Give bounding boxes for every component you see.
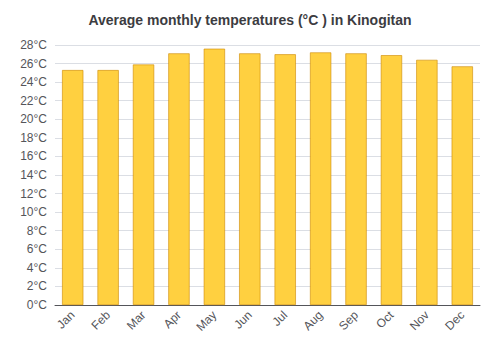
svg-text:Mar: Mar [124, 308, 149, 332]
svg-text:24°C: 24°C [20, 75, 47, 89]
svg-text:Sep: Sep [336, 308, 361, 333]
svg-text:4°C: 4°C [27, 261, 47, 275]
svg-text:18°C: 18°C [20, 131, 47, 145]
svg-text:10°C: 10°C [20, 205, 47, 219]
svg-text:May: May [193, 308, 219, 334]
svg-text:Average monthly temperatures (: Average monthly temperatures (°C ) in Ki… [88, 12, 411, 28]
svg-text:Dec: Dec [442, 308, 467, 333]
svg-text:26°C: 26°C [20, 57, 47, 71]
svg-text:Jan: Jan [54, 308, 78, 332]
svg-text:Jun: Jun [231, 308, 255, 332]
svg-text:16°C: 16°C [20, 149, 47, 163]
svg-text:0°C: 0°C [27, 298, 47, 312]
svg-text:14°C: 14°C [20, 168, 47, 182]
svg-text:Nov: Nov [407, 308, 432, 333]
svg-text:8°C: 8°C [27, 224, 47, 238]
svg-text:Feb: Feb [89, 308, 114, 333]
svg-text:Apr: Apr [161, 308, 184, 331]
svg-text:22°C: 22°C [20, 94, 47, 108]
svg-text:Oct: Oct [373, 308, 397, 332]
svg-text:6°C: 6°C [27, 242, 47, 256]
svg-text:12°C: 12°C [20, 187, 47, 201]
svg-text:Aug: Aug [301, 308, 326, 333]
svg-text:2°C: 2°C [27, 279, 47, 293]
svg-text:28°C: 28°C [20, 38, 47, 52]
svg-text:Jul: Jul [269, 308, 290, 329]
svg-text:20°C: 20°C [20, 112, 47, 126]
